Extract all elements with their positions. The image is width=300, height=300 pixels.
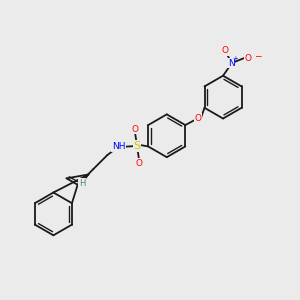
Text: O: O xyxy=(136,159,143,168)
Text: O: O xyxy=(222,46,229,55)
Text: S: S xyxy=(134,141,141,151)
Text: O: O xyxy=(194,114,201,123)
Text: N: N xyxy=(228,59,235,68)
Text: NH: NH xyxy=(112,142,125,151)
Text: H: H xyxy=(79,179,85,188)
Text: O: O xyxy=(245,54,252,63)
Text: −: − xyxy=(254,51,262,60)
Text: +: + xyxy=(232,56,238,62)
Text: O: O xyxy=(131,125,138,134)
